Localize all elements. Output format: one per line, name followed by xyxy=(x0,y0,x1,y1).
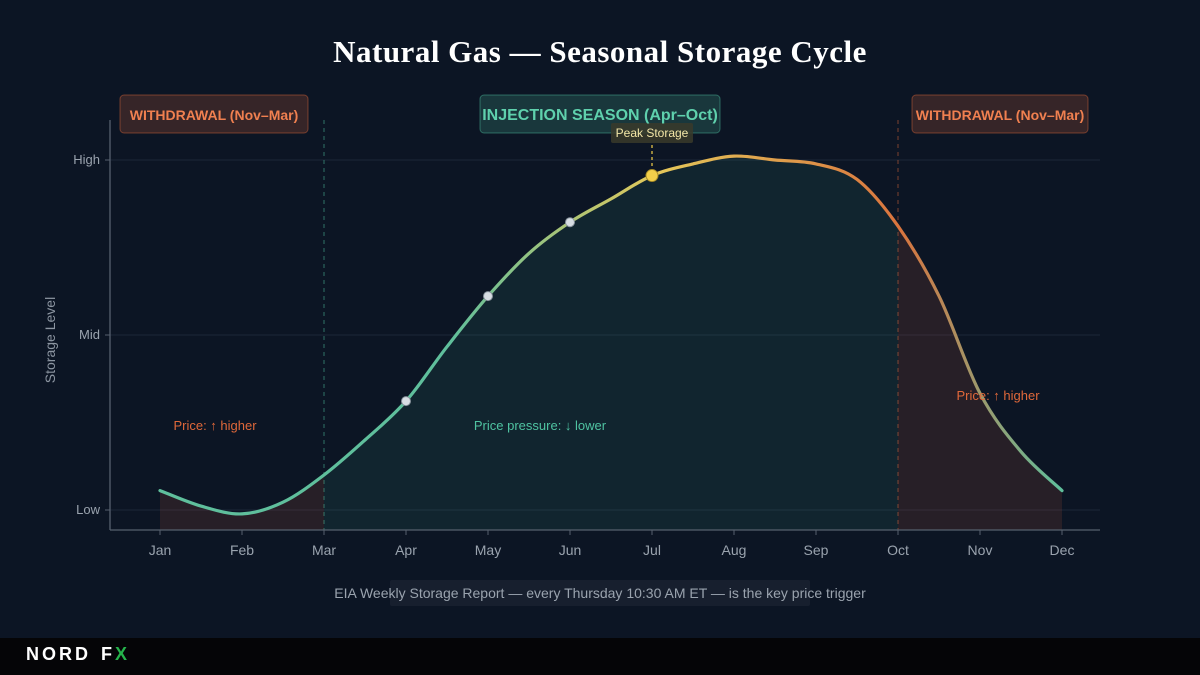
chart-title: Natural Gas — Seasonal Storage Cycle xyxy=(333,34,867,69)
withdrawal-box xyxy=(119,94,309,134)
x-tick-label: Jun xyxy=(559,542,582,558)
x-tick-label: Apr xyxy=(395,542,417,558)
logo-text-f: F xyxy=(101,643,115,664)
peak-label: Peak Storage xyxy=(616,126,689,140)
peak-label-box xyxy=(611,123,693,143)
y-tick-label: High xyxy=(73,152,100,167)
y-tick-label: Mid xyxy=(79,327,100,342)
price-higher-label: Price: ↑ higher xyxy=(173,418,257,433)
x-tick-label: Jan xyxy=(149,542,172,558)
footer-bar xyxy=(0,638,1200,675)
withdrawal-label: WITHDRAWAL (Nov–Mar) xyxy=(130,107,299,123)
x-tick-label: Jul xyxy=(643,542,661,558)
peak-marker xyxy=(645,169,659,183)
area-fill xyxy=(324,156,898,530)
x-tick-label: Feb xyxy=(230,542,254,558)
data-point xyxy=(483,291,493,302)
y-tick-label: Low xyxy=(76,502,100,517)
x-tick-label: Nov xyxy=(968,542,993,558)
x-tick-label: Mar xyxy=(312,542,336,558)
x-tick-label: Aug xyxy=(722,542,747,558)
withdrawal-label: WITHDRAWAL (Nov–Mar) xyxy=(916,107,1085,123)
note-box xyxy=(390,580,810,606)
data-point xyxy=(401,396,411,407)
price-higher-label: Price: ↑ higher xyxy=(956,388,1040,403)
x-tick-label: May xyxy=(475,542,501,558)
nordfx-logo: NORD F X xyxy=(26,644,130,664)
x-tick-label: Sep xyxy=(804,542,829,558)
logo-text-x: X xyxy=(115,643,131,664)
storage-cycle-chart: Low Mid High Jan Feb Mar Apr May Jun Jul Aug Sep Oct… xyxy=(42,94,1100,606)
withdrawal-box xyxy=(911,94,1089,134)
data-point xyxy=(565,217,575,228)
price-pressure-label: Price pressure: ↓ lower xyxy=(474,418,607,433)
area-fill xyxy=(160,475,324,530)
logo-text-nord: NORD xyxy=(26,643,91,664)
y-axis-label: Storage Level xyxy=(42,297,58,383)
injection-season-label: INJECTION SEASON (Apr–Oct) xyxy=(482,107,718,124)
x-tick-label: Dec xyxy=(1050,542,1075,558)
x-tick-label: Oct xyxy=(887,542,909,558)
storage-curve xyxy=(158,154,1064,516)
eia-note: EIA Weekly Storage Report — every Thursd… xyxy=(334,585,866,601)
